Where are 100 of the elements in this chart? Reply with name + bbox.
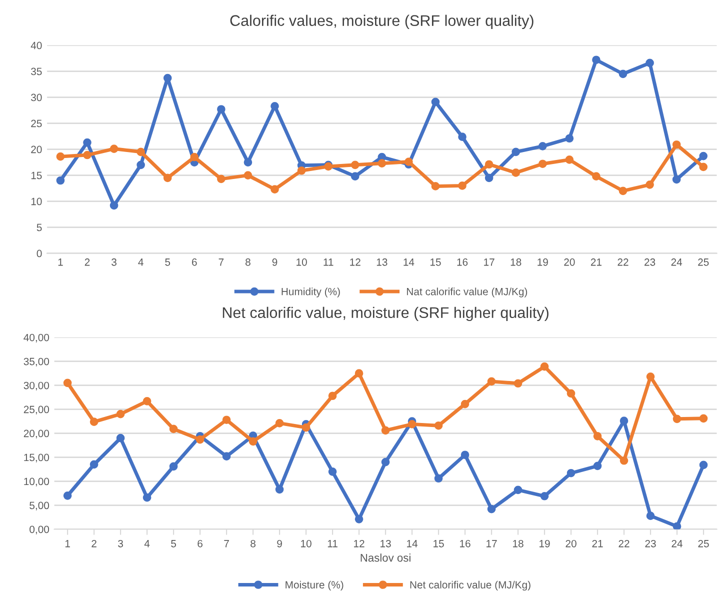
x-tick-label: 19 (538, 258, 548, 266)
x-tick-label: 14 (404, 258, 414, 266)
point (593, 432, 602, 440)
point (592, 56, 600, 64)
point (169, 462, 178, 471)
point (646, 180, 654, 189)
point (618, 186, 628, 196)
x-tick-label: 22 (618, 540, 630, 548)
point (565, 156, 574, 164)
x-tick-label: 13 (376, 258, 388, 266)
x-tick-label: 5 (171, 540, 176, 548)
x-tick-label: 23 (644, 258, 656, 266)
point (699, 152, 708, 160)
x-tick-label: 6 (192, 258, 197, 266)
x-tick-label: 7 (224, 540, 229, 548)
point (163, 174, 172, 182)
x-tick-label: 19 (540, 540, 550, 548)
point (354, 369, 364, 378)
y-tick-label: 10,00 (24, 478, 50, 486)
point (672, 175, 681, 184)
legend-label: Humidity (%) (282, 288, 340, 298)
x-tick-label: 8 (246, 258, 250, 266)
point (328, 392, 337, 400)
y-tick-label: 10 (31, 198, 42, 206)
point (116, 410, 125, 418)
x-tick-label: 21 (592, 540, 603, 548)
x-tick-label: 7 (218, 258, 224, 266)
x-tick-label: 17 (484, 258, 494, 266)
point (63, 378, 72, 388)
point (431, 182, 440, 190)
chart-title: Calorific values, moisture (SRF lower quality) (230, 14, 534, 30)
x-tick-label: 3 (118, 540, 123, 548)
point (163, 74, 172, 82)
point (540, 362, 549, 371)
x-tick-label: 1 (58, 258, 63, 266)
point (672, 140, 681, 149)
point (646, 372, 655, 381)
x-tick-label: 9 (272, 258, 278, 266)
point (142, 396, 152, 406)
point (136, 148, 145, 156)
x-tick-label: 11 (324, 258, 334, 266)
point (487, 377, 496, 386)
x-tick-label: 5 (165, 258, 170, 266)
point (431, 98, 440, 106)
x-tick-label: 22 (618, 258, 628, 266)
point (538, 160, 547, 168)
x-tick-label: 4 (144, 540, 150, 548)
point (434, 421, 443, 430)
x-tick-label: 25 (698, 258, 709, 266)
x-tick-label: 9 (277, 540, 282, 548)
point (83, 138, 92, 147)
point (538, 142, 547, 150)
x-tick-label: 3 (112, 258, 116, 266)
point (142, 493, 152, 502)
point (460, 450, 470, 460)
point (514, 486, 522, 494)
point (458, 132, 466, 141)
y-tick-label: 0 (36, 250, 42, 258)
point (618, 70, 628, 78)
point (566, 468, 576, 478)
point (458, 182, 466, 190)
point (434, 474, 443, 483)
point (302, 423, 310, 432)
point (83, 150, 92, 160)
x-tick-label: 17 (486, 540, 497, 548)
x-tick-label: 20 (564, 258, 575, 266)
point (63, 491, 72, 500)
legend-label: Nat calorific value (MJ/Kg) (407, 288, 528, 298)
point (512, 148, 520, 156)
y-tick-label: 20,00 (24, 430, 50, 438)
point (672, 414, 682, 424)
point (244, 171, 252, 180)
x-tick-label: 4 (138, 258, 144, 266)
x-tick-label: 6 (198, 540, 202, 548)
point (110, 201, 118, 210)
point (592, 172, 600, 181)
x-tick-label: 2 (84, 258, 90, 266)
point (408, 420, 416, 428)
point (646, 58, 654, 68)
x-tick-label: 12 (350, 258, 360, 266)
x-tick-label: 16 (457, 258, 468, 266)
point (169, 424, 178, 434)
point (110, 144, 118, 153)
point (328, 468, 337, 476)
y-tick-label: 40 (30, 42, 42, 50)
y-tick-label: 35,00 (24, 358, 50, 366)
y-tick-label: 35 (31, 68, 42, 76)
point (484, 174, 494, 182)
point (381, 458, 390, 466)
point (196, 435, 204, 444)
x-tick-label: 23 (645, 540, 656, 548)
legend-label: Net calorific value (MJ/Kg) (410, 580, 530, 591)
point (514, 379, 522, 388)
point (540, 492, 549, 500)
x-tick-label: 10 (296, 258, 307, 266)
x-tick-label: 10 (301, 540, 312, 548)
point (270, 185, 279, 194)
x-tick-label: 24 (671, 258, 682, 266)
y-tick-label: 30,00 (24, 382, 50, 390)
point (350, 160, 360, 170)
